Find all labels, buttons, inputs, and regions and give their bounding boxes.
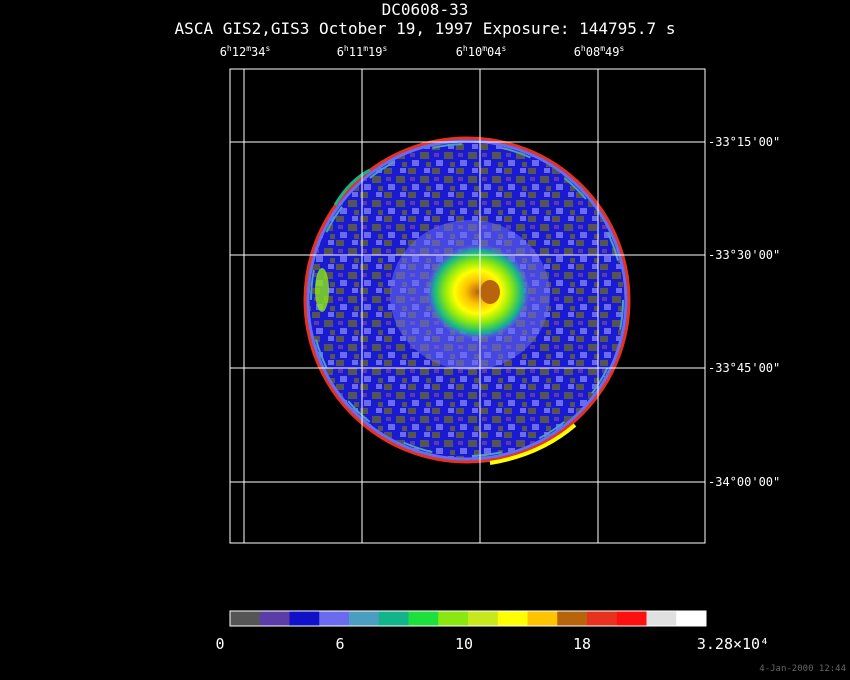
colorbar-segment [438,611,469,626]
colorbar-segment [378,611,409,626]
gis-field-of-view [303,136,631,465]
colorbar-segment [349,611,380,626]
colorbar-segment [587,611,618,626]
coordinate-grid [229,68,706,544]
colorbar-segment [408,611,439,626]
colorbar-tick-18: 18 [572,635,592,653]
ra-label-1: 6h12m34s [219,44,271,59]
colorbar-segment [646,611,677,626]
colorbar-segment [497,611,528,626]
colorbar-segment [259,611,290,626]
dec-label-1: -33°15'00" [708,135,781,149]
ra-label-4: 6h08m49s [573,44,625,59]
dec-label-3: -33°45'00" [708,361,781,375]
colorbar-tick-max: 3.28×10⁴ [696,635,770,653]
map-title: DC0608-33 [381,0,469,19]
colorbar-segment [230,611,261,626]
colorbar-tick-10: 10 [454,635,474,653]
colorbar-segment [557,611,588,626]
colorbar-segment [319,611,350,626]
colorbar-segment [289,611,320,626]
colorbar-tick-6: 6 [335,635,345,653]
colorbar-segment [468,611,499,626]
colorbar-border [229,610,707,627]
dec-label-4: -34°00'00" [708,475,781,489]
colorbar-segment [676,611,707,626]
map-subtitle: ASCA GIS2,GIS3 October 19, 1997 Exposure… [174,19,676,38]
dec-label-2: -33°30'00" [708,248,781,262]
timestamp: 4-Jan-2000 12:44 [759,664,846,674]
colorbar-segment [616,611,647,626]
colorbar [229,610,707,627]
ra-label-2: 6h11m19s [336,44,388,59]
colorbar-segment [527,611,558,626]
colorbar-tick-0: 0 [215,635,225,653]
ra-label-3: 6h10m04s [455,44,507,59]
